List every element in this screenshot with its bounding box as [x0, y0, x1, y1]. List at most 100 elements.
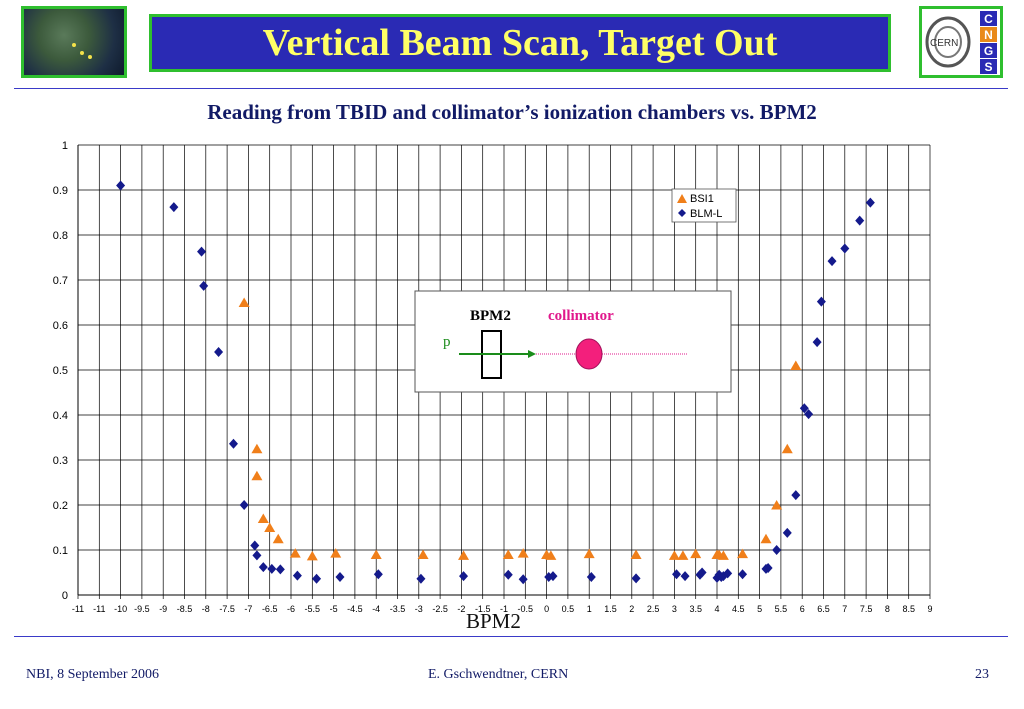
y-tick-label: 0.2 [53, 500, 68, 512]
cngs-letter: G [984, 44, 993, 58]
scatter-chart: 00.10.20.30.40.50.60.70.80.91 -11 -11 -10-… [53, 140, 933, 614]
x-tick-label: 3.5 [689, 604, 702, 614]
data-point-blml [199, 280, 209, 291]
data-point-blml [214, 347, 224, 357]
data-point-blml [252, 550, 262, 561]
data-point-blml [680, 571, 690, 582]
data-point-blml [855, 215, 865, 226]
x-tick-label: -11 [72, 604, 84, 614]
y-tick-labels: 0 0.1 0.2 0.3 0.4 0.5 0.6 0.7 0.8 0.9 1 [53, 140, 68, 602]
europe-map-logo [21, 6, 127, 78]
data-point-bsi1 [238, 297, 250, 307]
x-tick-label: -0.5 [518, 604, 534, 614]
data-point-blml [258, 562, 268, 573]
x-tick-label: -5.5 [305, 604, 321, 614]
x-tick-label: 1.5 [604, 604, 617, 614]
cern-cngs-logo: CERN C N G S [919, 6, 1003, 78]
cern-logo-icon: CERN C N G S [925, 11, 997, 74]
data-point-blml [723, 568, 733, 579]
data-point-bsi1 [545, 550, 557, 560]
data-point-bsi1 [760, 533, 772, 544]
data-point-blml [169, 202, 179, 213]
y-tick-label: 0.3 [53, 455, 68, 467]
data-point-bsi1 [771, 500, 783, 510]
data-points [116, 180, 875, 585]
x-tick-label: -2 [457, 604, 465, 614]
x-tick-label: 3 [672, 604, 677, 614]
x-tick-label: -8 [202, 604, 210, 614]
cngs-letter: C [984, 12, 993, 26]
x-tick-label: 7.5 [860, 604, 873, 614]
map-marker-icon [88, 55, 92, 59]
x-tick-label: 5 [757, 604, 762, 614]
legend-marker-bsi1 [677, 194, 687, 203]
cngs-letter: S [984, 60, 992, 74]
data-point-blml [586, 572, 596, 582]
data-point-bsi1 [690, 548, 702, 559]
data-point-bsi1 [668, 550, 680, 560]
y-tick-label: 0 [62, 590, 68, 602]
x-tick-label: 8.5 [902, 604, 915, 614]
data-point-bsi1 [583, 548, 595, 559]
data-point-bsi1 [251, 470, 263, 481]
x-tick-label: 5.5 [775, 604, 788, 614]
data-point-blml [804, 409, 814, 420]
y-tick-label: 0.6 [53, 320, 68, 332]
x-tick-label: -8.5 [177, 604, 193, 614]
data-point-blml [250, 540, 260, 551]
data-point-bsi1 [717, 550, 729, 560]
legend-marker-blml [678, 209, 686, 217]
x-tick-labels: -11 -11 -10 -9.5 -9 -8.5 -8 -7.5 -7 -6.5 -6 -5.5 -5-… [72, 604, 933, 614]
x-tick-label: -3 [415, 604, 423, 614]
data-point-blml [840, 243, 850, 254]
x-tick-label: -1.5 [475, 604, 491, 614]
data-point-blml [782, 527, 792, 538]
x-tick-label: 6 [800, 604, 805, 614]
x-tick-label: -10 [114, 604, 127, 614]
data-point-bsi1 [517, 548, 529, 558]
data-point-blml [697, 567, 707, 578]
data-point-blml [503, 569, 513, 580]
y-tick-label: 1 [62, 140, 68, 152]
data-point-bsi1 [417, 549, 429, 559]
data-point-blml [812, 337, 822, 348]
x-tick-label: 0 [544, 604, 549, 614]
cngs-letter: N [984, 28, 993, 42]
x-tick-label: -4.5 [347, 604, 363, 614]
legend-label-blml: BLM-L [690, 208, 722, 220]
data-point-blml [865, 197, 875, 208]
data-point-blml [738, 569, 748, 580]
beam-arrow-head-icon [528, 350, 536, 358]
data-point-blml [799, 403, 809, 414]
map-marker-icon [80, 51, 84, 55]
x-tick-label: 9 [927, 604, 932, 614]
data-point-blml [631, 573, 641, 584]
cern-logo-text: CERN [930, 38, 958, 49]
data-point-blml [791, 490, 801, 501]
data-point-blml [459, 571, 469, 582]
data-point-blml [816, 296, 826, 307]
data-point-bsi1 [677, 550, 689, 560]
data-point-blml [373, 569, 383, 580]
data-point-blml [548, 571, 558, 582]
data-point-blml [228, 438, 238, 449]
data-point-bsi1 [630, 549, 642, 559]
data-point-blml [672, 569, 682, 580]
inset-box [414, 290, 732, 393]
data-point-bsi1 [264, 522, 276, 532]
x-tick-label: 4 [714, 604, 719, 614]
data-point-bsi1 [781, 443, 793, 454]
x-tick-label: 1 [587, 604, 592, 614]
data-point-blml [275, 564, 285, 575]
data-point-blml [312, 573, 322, 584]
data-point-blml [239, 500, 249, 510]
y-tick-label: 0.8 [53, 230, 68, 242]
x-tick-label: 8 [885, 604, 890, 614]
data-point-blml [763, 563, 773, 573]
data-point-blml [267, 563, 277, 574]
inset-bpm-label: BPM2 [470, 308, 511, 324]
data-point-bsi1 [257, 513, 269, 523]
x-tick-label: 7 [842, 604, 847, 614]
x-tick-label: -6 [287, 604, 295, 614]
data-point-bsi1 [502, 549, 514, 559]
